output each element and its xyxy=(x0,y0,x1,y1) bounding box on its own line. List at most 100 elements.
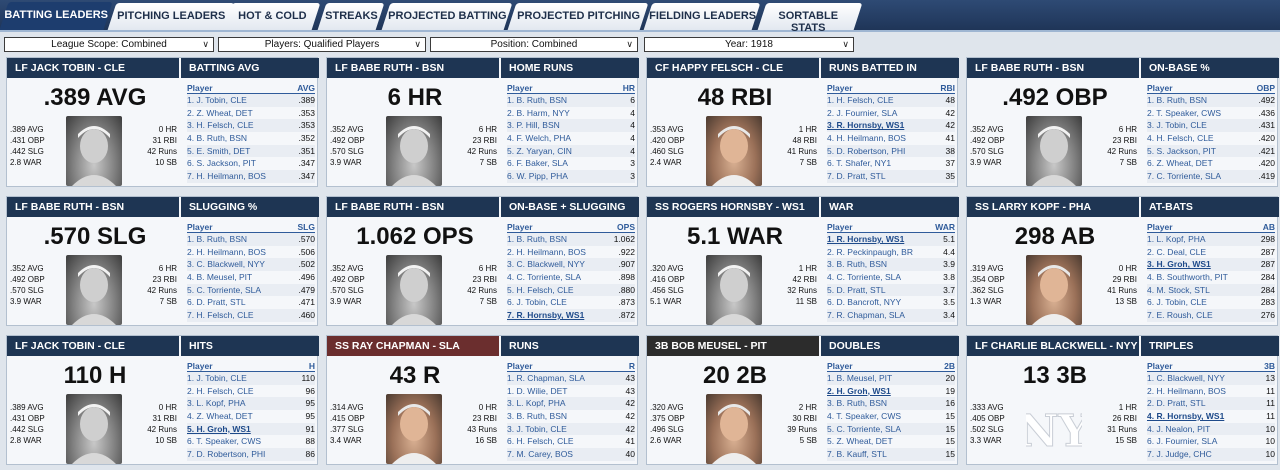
player-link[interactable]: 4. T. Speaker, CWS xyxy=(827,411,902,422)
player-link[interactable]: 5. S. Jackson, PIT xyxy=(1147,145,1216,156)
stat-column-header[interactable]: HR xyxy=(622,83,635,93)
player-link[interactable]: 1. B. Ruth, BSN xyxy=(507,95,567,105)
player-link[interactable]: 2. C. Deal, CLE xyxy=(1147,246,1207,257)
player-link[interactable]: 5. E. Smith, DET xyxy=(187,145,251,156)
leader-row[interactable]: 1. B. Ruth, BSN .492 xyxy=(1147,94,1275,107)
leader-row[interactable]: 5. Z. Yaryan, CIN 4 xyxy=(507,144,635,158)
player-link[interactable]: 6. S. Jackson, PIT xyxy=(187,158,256,169)
player-link[interactable]: 2. R. Peckinpaugh, BR xyxy=(827,246,913,257)
player-column-header[interactable]: Player xyxy=(827,83,853,93)
player-link[interactable]: 2. H. Heilmann, BOS xyxy=(187,246,266,257)
player-link[interactable]: 3. J. Tobin, CLE xyxy=(507,423,567,434)
player-link[interactable]: 5. C. Torriente, SLA xyxy=(827,423,902,434)
player-link[interactable]: 4. C. Torriente, SLA xyxy=(827,272,902,283)
player-column-header[interactable]: Player xyxy=(827,222,853,232)
player-link[interactable]: 2. H. Groh, WS1 xyxy=(827,385,891,396)
leader-row[interactable]: 6. W. Pipp, PHA 3 xyxy=(507,170,635,183)
player-link[interactable]: 3. B. Ruth, BSN xyxy=(507,411,567,422)
player-link[interactable]: 7. H. Heilmann, BOS xyxy=(187,171,266,182)
player-link[interactable]: 7. J. Judge, CHC xyxy=(1147,449,1212,460)
player-photo-icon[interactable] xyxy=(66,394,122,464)
leader-row[interactable]: 7. R. Chapman, SLA 3.4 xyxy=(827,309,955,322)
player-photo-icon[interactable] xyxy=(386,255,442,325)
leader-row[interactable]: 2. J. Fournier, SLA 42 xyxy=(827,107,955,120)
player-link[interactable]: 3. B. Ruth, BSN xyxy=(827,398,887,409)
player-link[interactable]: 3. H. Felsch, CLE xyxy=(187,120,254,131)
player-link[interactable]: 7. E. Roush, CLE xyxy=(1147,310,1213,321)
leader-row[interactable]: 5. Z. Wheat, DET 15 xyxy=(827,435,955,448)
leader-row[interactable]: 6. Z. Wheat, DET .420 xyxy=(1147,157,1275,170)
leader-row[interactable]: 4. C. Torriente, SLA 3.8 xyxy=(827,271,955,284)
leader-row[interactable]: 1. J. Tobin, CLE .389 xyxy=(187,94,315,107)
leader-row[interactable]: 4. Z. Wheat, DET 95 xyxy=(187,410,315,423)
leader-row[interactable]: 2. H. Heilmann, BOS .506 xyxy=(187,246,315,259)
player-link[interactable]: 4. Z. Wheat, DET xyxy=(187,411,253,422)
player-link[interactable]: 5. H. Groh, WS1 xyxy=(187,423,251,434)
leader-row[interactable]: 5. C. Torriente, SLA 15 xyxy=(827,422,955,436)
tab-projected-batting[interactable]: PROJECTED BATTING xyxy=(381,3,513,30)
leader-row[interactable]: 5. H. Felsch, CLE .880 xyxy=(507,283,635,297)
player-header[interactable]: SS LARRY KOPF - PHA xyxy=(967,197,1139,217)
leader-row[interactable]: 5. D. Robertson, PHI 38 xyxy=(827,144,955,158)
player-link[interactable]: 4. R. Hornsby, WS1 xyxy=(1147,411,1225,422)
leader-row[interactable]: 2. B. Harm, NYY 4 xyxy=(507,107,635,120)
stat-column-header[interactable]: AB xyxy=(1262,222,1275,232)
leader-row[interactable]: 6. H. Felsch, CLE 41 xyxy=(507,435,635,448)
leader-row[interactable]: 4. T. Speaker, CWS 15 xyxy=(827,410,955,423)
player-photo-icon[interactable] xyxy=(1026,116,1082,186)
player-column-header[interactable]: Player xyxy=(1147,361,1173,371)
leader-row[interactable]: 3. L. Kopf, PHA 42 xyxy=(507,397,635,411)
tab-pitching-leaders[interactable]: PITCHING LEADERS xyxy=(107,3,235,30)
leader-row[interactable]: 7. C. Torriente, SLA .419 xyxy=(1147,170,1275,183)
player-header[interactable]: 3B BOB MEUSEL - PIT xyxy=(647,336,819,356)
tab-projected-pitching[interactable]: PROJECTED PITCHING xyxy=(507,3,649,30)
stat-column-header[interactable]: 2B xyxy=(944,361,955,371)
leader-row[interactable]: 7. R. Hornsby, WS1 .872 xyxy=(507,309,635,322)
leader-row[interactable]: 1. R. Chapman, SLA 43 xyxy=(507,372,635,385)
player-link[interactable]: 1. H. Felsch, CLE xyxy=(827,95,894,105)
leader-row[interactable]: 6. S. Jackson, PIT .347 xyxy=(187,157,315,170)
player-header[interactable]: LF BABE RUTH - BSN xyxy=(7,197,179,217)
leader-row[interactable]: 5. E. Smith, DET .351 xyxy=(187,144,315,158)
player-link[interactable]: 7. R. Hornsby, WS1 xyxy=(507,310,585,321)
stat-column-header[interactable]: OPS xyxy=(617,222,635,232)
player-column-header[interactable]: Player xyxy=(507,222,533,232)
player-photo-icon[interactable] xyxy=(66,116,122,186)
leader-row[interactable]: 7. B. Kauff, STL 15 xyxy=(827,448,955,461)
player-link[interactable]: 2. H. Heilmann, BOS xyxy=(1147,385,1226,396)
leader-row[interactable]: 3. L. Kopf, PHA 95 xyxy=(187,397,315,411)
tab-hot-cold[interactable]: HOT & COLD xyxy=(223,3,321,30)
leader-row[interactable]: 4. B. Southworth, PIT 284 xyxy=(1147,271,1275,284)
leader-row[interactable]: 6. J. Fournier, SLA 10 xyxy=(1147,435,1275,448)
stat-column-header[interactable]: H xyxy=(308,361,315,371)
leader-row[interactable]: 7. J. Judge, CHC 10 xyxy=(1147,448,1275,461)
player-link[interactable]: 4. M. Stock, STL xyxy=(1147,284,1210,295)
player-link[interactable]: 1. C. Blackwell, NYY xyxy=(1147,373,1225,383)
leader-row[interactable]: 6. D. Pratt, STL .471 xyxy=(187,296,315,309)
player-link[interactable]: 5. H. Felsch, CLE xyxy=(507,284,574,295)
player-link[interactable]: 6. W. Pipp, PHA xyxy=(507,171,568,182)
leader-row[interactable]: 3. B. Ruth, BSN 16 xyxy=(827,397,955,411)
leader-row[interactable]: 4. F. Welch, PHA 4 xyxy=(507,132,635,145)
player-photo-icon[interactable] xyxy=(386,116,442,186)
player-link[interactable]: 6. D. Bancroft, NYY xyxy=(827,297,902,308)
leader-row[interactable]: 5. S. Jackson, PIT .421 xyxy=(1147,144,1275,158)
player-link[interactable]: 7. B. Kauff, STL xyxy=(827,449,887,460)
leader-row[interactable]: 6. F. Baker, SLA 3 xyxy=(507,157,635,170)
player-photo-icon[interactable] xyxy=(386,394,442,464)
player-link[interactable]: 6. T. Speaker, CWS xyxy=(187,436,262,447)
player-link[interactable]: 3. C. Blackwell, NYY xyxy=(187,259,265,270)
player-link[interactable]: 6. J. Tobin, CLE xyxy=(1147,297,1207,308)
leader-row[interactable]: 4. R. Hornsby, WS1 11 xyxy=(1147,410,1275,423)
player-link[interactable]: 4. J. Nealon, PIT xyxy=(1147,423,1211,434)
tab-batting-leaders[interactable]: BATTING LEADERS xyxy=(0,2,113,30)
player-link[interactable]: 6. T. Shafer, NY1 xyxy=(827,158,892,169)
leader-row[interactable]: 2. R. Peckinpaugh, BR 4.4 xyxy=(827,246,955,259)
leader-row[interactable]: 1. B. Ruth, BSN 1.062 xyxy=(507,233,635,246)
player-link[interactable]: 3. C. Blackwell, NYY xyxy=(507,259,585,270)
leader-row[interactable]: 3. R. Hornsby, WS1 42 xyxy=(827,119,955,133)
leader-row[interactable]: 1. H. Felsch, CLE 48 xyxy=(827,94,955,107)
leader-row[interactable]: 2. T. Speaker, CWS .436 xyxy=(1147,107,1275,120)
filter-dropdown-2[interactable]: Position: Combined ∨ xyxy=(430,37,638,52)
stat-column-header[interactable]: OBP xyxy=(1256,83,1275,93)
